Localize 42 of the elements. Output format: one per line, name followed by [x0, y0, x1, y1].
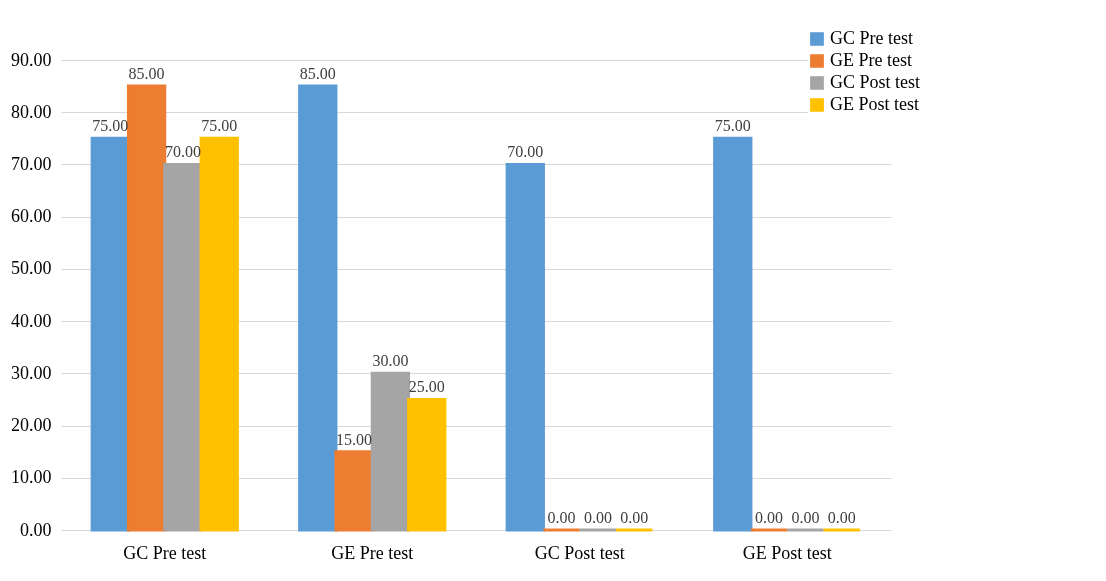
bar	[334, 450, 374, 532]
data-label: 0.00	[755, 509, 784, 526]
y-tick-label: 10.00	[11, 467, 52, 488]
y-tick-label: 0.00	[20, 519, 52, 540]
data-label: 15.00	[336, 430, 373, 448]
y-tick-label: 50.00	[11, 258, 52, 279]
bar	[163, 162, 203, 532]
data-label: 70.00	[507, 143, 544, 161]
y-tick-label: 60.00	[11, 206, 52, 227]
data-label: 30.00	[372, 352, 409, 370]
data-label: 25.00	[408, 378, 445, 396]
legend-label: GE Pre test	[830, 50, 912, 70]
y-tick-label: 70.00	[11, 153, 52, 174]
x-tick-label: GC Post test	[534, 542, 625, 563]
y-tick-label: 80.00	[11, 101, 52, 122]
data-label: 85.00	[299, 65, 336, 83]
data-label: 0.00	[620, 509, 649, 526]
bar	[298, 84, 338, 532]
x-tick-label: GE Post test	[742, 542, 832, 563]
bar	[90, 136, 130, 532]
x-tick-label: GE Pre test	[331, 542, 414, 563]
x-tick-label: GC Pre test	[123, 542, 207, 563]
data-label: 0.00	[827, 509, 856, 526]
data-label: 0.00	[791, 509, 820, 526]
data-label: 75.00	[201, 117, 238, 135]
bar	[407, 397, 447, 532]
data-label: 75.00	[714, 117, 751, 135]
y-tick-label: 90.00	[11, 49, 52, 70]
data-label: 0.00	[583, 509, 612, 526]
legend-label: GC Post test	[830, 72, 921, 92]
bar	[199, 136, 239, 532]
y-tick-label: 30.00	[11, 362, 52, 383]
data-label: 85.00	[128, 65, 165, 83]
y-tick-label: 20.00	[11, 415, 52, 436]
legend-label: GC Pre test	[830, 28, 913, 48]
data-label: 0.00	[547, 509, 576, 526]
bar	[126, 84, 167, 532]
bar	[505, 162, 545, 532]
y-tick-label: 40.00	[11, 310, 52, 331]
bar	[370, 371, 411, 532]
bar	[713, 136, 753, 532]
legend-label: GE Post test	[830, 94, 920, 114]
